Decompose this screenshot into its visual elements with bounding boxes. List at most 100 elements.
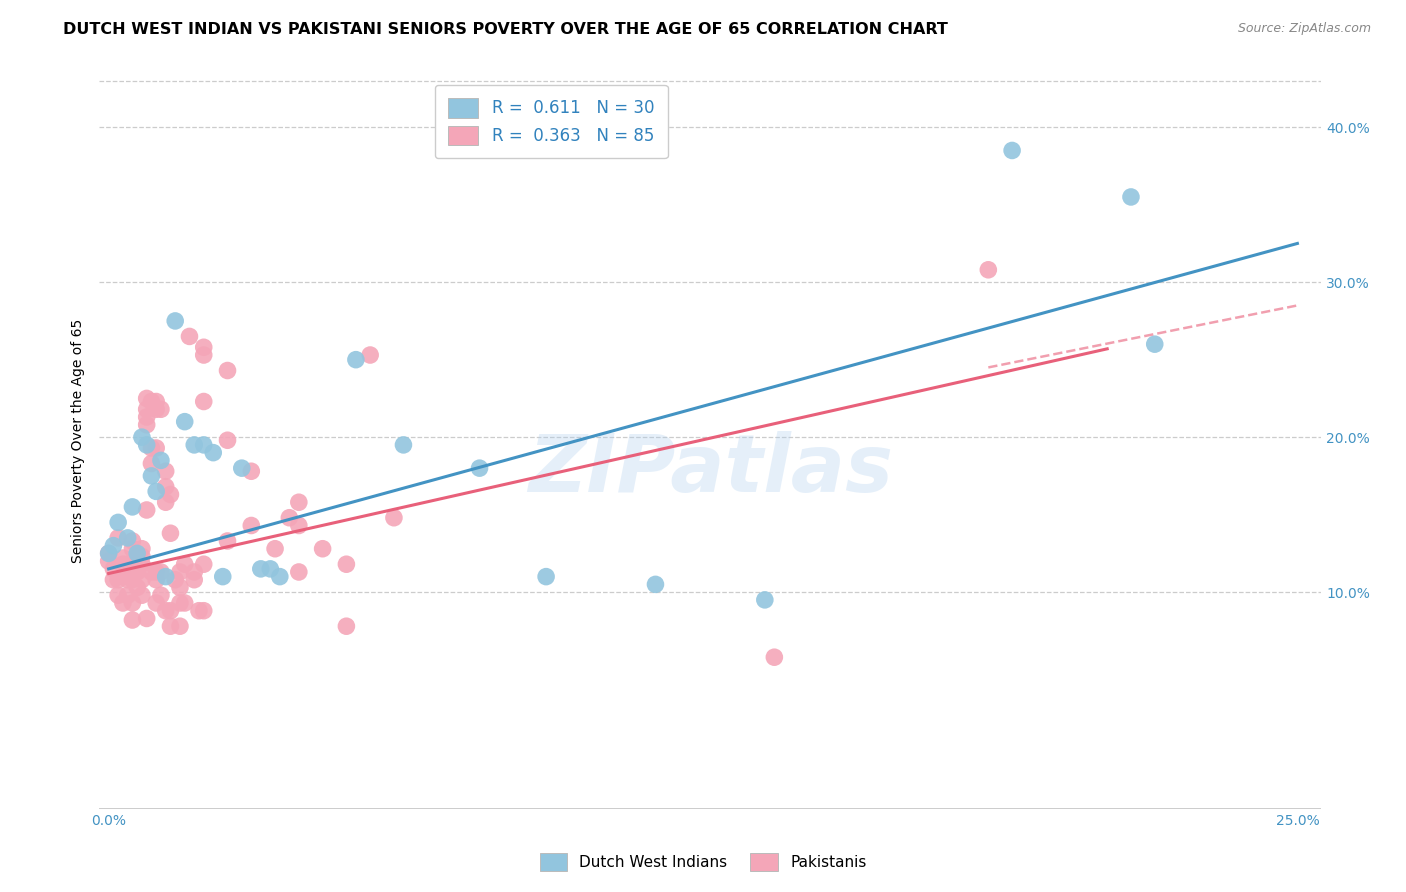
Point <box>169 581 191 595</box>
Point <box>121 500 143 514</box>
Point <box>141 441 163 455</box>
Point <box>121 541 143 556</box>
Point <box>103 539 125 553</box>
Point <box>173 415 195 429</box>
Point <box>217 363 239 377</box>
Point <box>127 558 149 572</box>
Point <box>131 588 153 602</box>
Point <box>193 558 215 572</box>
Point <box>169 565 191 579</box>
Point <box>392 438 415 452</box>
Point <box>193 438 215 452</box>
Point <box>217 434 239 448</box>
Point <box>145 573 167 587</box>
Point <box>121 573 143 587</box>
Point <box>169 596 191 610</box>
Point <box>269 569 291 583</box>
Point <box>107 573 129 587</box>
Point <box>240 464 263 478</box>
Point <box>111 596 134 610</box>
Point <box>97 554 120 568</box>
Text: DUTCH WEST INDIAN VS PAKISTANI SENIORS POVERTY OVER THE AGE OF 65 CORRELATION CH: DUTCH WEST INDIAN VS PAKISTANI SENIORS P… <box>63 22 948 37</box>
Point <box>468 461 491 475</box>
Point <box>193 348 215 362</box>
Text: Source: ZipAtlas.com: Source: ZipAtlas.com <box>1237 22 1371 36</box>
Point <box>159 619 181 633</box>
Text: ZIPatlas: ZIPatlas <box>527 432 893 509</box>
Point <box>155 569 177 583</box>
Point <box>127 581 149 595</box>
Point <box>359 348 381 362</box>
Point <box>1143 337 1166 351</box>
Point <box>193 604 215 618</box>
Point <box>145 484 167 499</box>
Point <box>335 619 357 633</box>
Point <box>159 487 181 501</box>
Point <box>193 340 215 354</box>
Point <box>159 526 181 541</box>
Point <box>193 394 215 409</box>
Point <box>145 565 167 579</box>
Point <box>155 480 177 494</box>
Point <box>141 457 163 471</box>
Point <box>117 558 139 572</box>
Point <box>149 588 172 602</box>
Point <box>534 569 557 583</box>
Point <box>344 352 367 367</box>
Point <box>173 596 195 610</box>
Point <box>117 573 139 587</box>
Point <box>1001 144 1024 158</box>
Point <box>249 562 271 576</box>
Point <box>288 565 311 579</box>
Point <box>311 541 333 556</box>
Point <box>155 464 177 478</box>
Point <box>127 546 149 560</box>
Point <box>149 565 172 579</box>
Point <box>183 438 205 452</box>
Point <box>763 650 786 665</box>
Point <box>131 549 153 564</box>
Point <box>240 518 263 533</box>
Point <box>155 495 177 509</box>
Point <box>135 402 157 417</box>
Point <box>179 329 201 343</box>
Legend: R =  0.611   N = 30, R =  0.363   N = 85: R = 0.611 N = 30, R = 0.363 N = 85 <box>434 85 668 159</box>
Point <box>288 495 311 509</box>
Point <box>131 430 153 444</box>
Point <box>131 541 153 556</box>
Point <box>231 461 253 475</box>
Point <box>131 573 153 587</box>
Point <box>382 510 405 524</box>
Point <box>117 531 139 545</box>
Point <box>103 562 125 576</box>
Point <box>103 573 125 587</box>
Point <box>135 503 157 517</box>
Point <box>977 262 1000 277</box>
Point <box>117 588 139 602</box>
Point <box>107 588 129 602</box>
Point <box>165 573 187 587</box>
Point <box>173 558 195 572</box>
Point <box>335 558 357 572</box>
Legend: Dutch West Indians, Pakistanis: Dutch West Indians, Pakistanis <box>533 847 873 877</box>
Point <box>188 604 211 618</box>
Point <box>183 573 205 587</box>
Point <box>121 613 143 627</box>
Point <box>141 394 163 409</box>
Point <box>121 558 143 572</box>
Point <box>149 453 172 467</box>
Point <box>135 438 157 452</box>
Point <box>97 546 120 560</box>
Point <box>141 565 163 579</box>
Point <box>288 518 311 533</box>
Point <box>211 569 233 583</box>
Point <box>135 417 157 432</box>
Point <box>259 562 281 576</box>
Point <box>127 549 149 564</box>
Point <box>131 558 153 572</box>
Point <box>155 604 177 618</box>
Point <box>644 577 666 591</box>
Point <box>117 565 139 579</box>
Point <box>145 441 167 455</box>
Point <box>135 392 157 406</box>
